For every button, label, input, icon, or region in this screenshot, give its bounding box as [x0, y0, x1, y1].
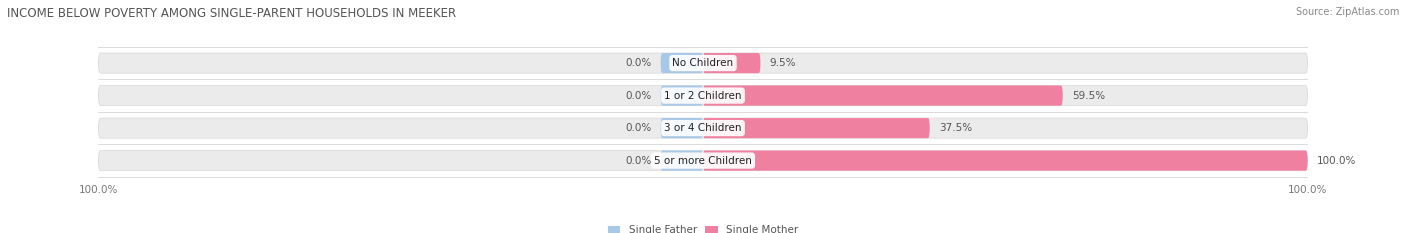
FancyBboxPatch shape	[703, 118, 929, 138]
FancyBboxPatch shape	[703, 53, 761, 73]
FancyBboxPatch shape	[98, 151, 1308, 171]
FancyBboxPatch shape	[98, 53, 1308, 73]
Text: 0.0%: 0.0%	[626, 123, 651, 133]
Text: Source: ZipAtlas.com: Source: ZipAtlas.com	[1295, 7, 1399, 17]
Text: 9.5%: 9.5%	[769, 58, 796, 68]
FancyBboxPatch shape	[661, 151, 703, 171]
FancyBboxPatch shape	[703, 151, 1308, 171]
Text: 100.0%: 100.0%	[1316, 156, 1355, 166]
FancyBboxPatch shape	[98, 118, 1308, 138]
Text: 0.0%: 0.0%	[626, 156, 651, 166]
FancyBboxPatch shape	[661, 53, 703, 73]
Text: 0.0%: 0.0%	[626, 91, 651, 101]
Legend: Single Father, Single Mother: Single Father, Single Mother	[603, 221, 803, 233]
Text: 59.5%: 59.5%	[1071, 91, 1105, 101]
Text: 37.5%: 37.5%	[939, 123, 972, 133]
Text: 3 or 4 Children: 3 or 4 Children	[664, 123, 742, 133]
Text: 0.0%: 0.0%	[626, 58, 651, 68]
FancyBboxPatch shape	[661, 118, 703, 138]
Text: 5 or more Children: 5 or more Children	[654, 156, 752, 166]
FancyBboxPatch shape	[98, 86, 1308, 106]
Text: No Children: No Children	[672, 58, 734, 68]
FancyBboxPatch shape	[703, 86, 1063, 106]
Text: INCOME BELOW POVERTY AMONG SINGLE-PARENT HOUSEHOLDS IN MEEKER: INCOME BELOW POVERTY AMONG SINGLE-PARENT…	[7, 7, 456, 20]
FancyBboxPatch shape	[661, 86, 703, 106]
Text: 1 or 2 Children: 1 or 2 Children	[664, 91, 742, 101]
